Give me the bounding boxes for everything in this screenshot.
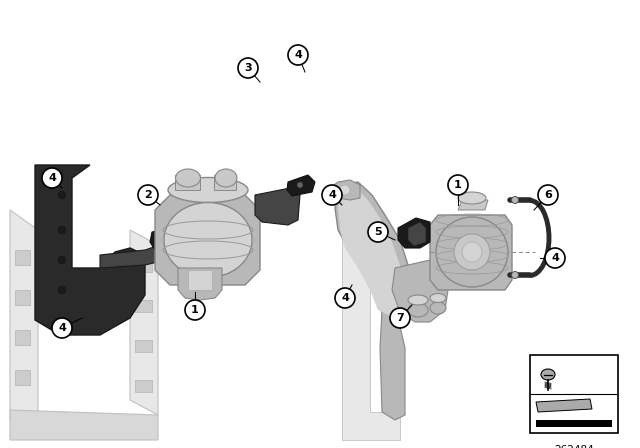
Circle shape (57, 255, 67, 265)
Text: 1: 1 (454, 180, 462, 190)
Polygon shape (175, 175, 200, 190)
Ellipse shape (215, 169, 237, 187)
Circle shape (448, 175, 468, 195)
Text: 262484: 262484 (554, 445, 594, 448)
Ellipse shape (430, 293, 446, 302)
Ellipse shape (541, 369, 555, 380)
Circle shape (288, 45, 308, 65)
Polygon shape (255, 188, 300, 225)
Circle shape (185, 300, 205, 320)
Ellipse shape (164, 202, 252, 277)
Text: 4: 4 (341, 293, 349, 303)
Circle shape (138, 185, 158, 205)
Polygon shape (100, 240, 185, 268)
Polygon shape (408, 222, 426, 246)
Polygon shape (15, 290, 30, 305)
Text: 5: 5 (374, 227, 382, 237)
Polygon shape (10, 410, 158, 440)
Polygon shape (15, 330, 30, 345)
Ellipse shape (458, 192, 486, 204)
Circle shape (454, 234, 490, 270)
Text: 4: 4 (48, 173, 56, 183)
Polygon shape (15, 370, 30, 385)
Circle shape (297, 182, 303, 188)
FancyBboxPatch shape (530, 355, 618, 433)
Polygon shape (130, 230, 158, 415)
Circle shape (42, 168, 62, 188)
Text: 2: 2 (144, 190, 152, 200)
Polygon shape (15, 250, 30, 265)
Polygon shape (178, 268, 222, 300)
Circle shape (340, 185, 350, 195)
Circle shape (57, 225, 67, 235)
Circle shape (57, 285, 67, 295)
Polygon shape (150, 228, 172, 250)
Polygon shape (330, 180, 360, 200)
Ellipse shape (430, 302, 446, 314)
Text: 1: 1 (191, 305, 199, 315)
Polygon shape (10, 210, 38, 440)
Circle shape (238, 58, 258, 78)
Ellipse shape (436, 217, 508, 287)
Text: 6: 6 (544, 190, 552, 200)
Polygon shape (458, 200, 488, 210)
Text: 4: 4 (58, 323, 66, 333)
Ellipse shape (168, 177, 248, 202)
Ellipse shape (175, 169, 200, 187)
Polygon shape (188, 270, 212, 290)
Circle shape (511, 197, 518, 203)
Polygon shape (398, 218, 430, 248)
Circle shape (538, 185, 558, 205)
Polygon shape (135, 380, 152, 392)
Polygon shape (135, 340, 152, 352)
Circle shape (52, 318, 72, 338)
Polygon shape (338, 188, 400, 316)
Text: 4: 4 (328, 190, 336, 200)
Text: 4: 4 (294, 50, 302, 60)
Circle shape (545, 248, 565, 268)
Circle shape (511, 271, 518, 279)
Polygon shape (392, 260, 448, 322)
Polygon shape (430, 215, 512, 290)
Polygon shape (380, 310, 405, 420)
Text: 3: 3 (244, 63, 252, 73)
Polygon shape (135, 300, 152, 312)
Circle shape (462, 242, 482, 262)
Polygon shape (214, 175, 236, 190)
Text: 7: 7 (396, 313, 404, 323)
Circle shape (57, 190, 67, 200)
Polygon shape (35, 165, 145, 335)
Ellipse shape (408, 295, 428, 305)
Polygon shape (536, 399, 592, 412)
Circle shape (335, 288, 355, 308)
Polygon shape (342, 230, 400, 440)
Text: 4: 4 (551, 253, 559, 263)
Polygon shape (335, 182, 408, 318)
Circle shape (368, 222, 388, 242)
Polygon shape (287, 175, 315, 196)
Polygon shape (155, 195, 260, 285)
Circle shape (390, 308, 410, 328)
Ellipse shape (408, 303, 428, 317)
Polygon shape (135, 260, 152, 272)
FancyBboxPatch shape (536, 420, 612, 427)
Circle shape (322, 185, 342, 205)
